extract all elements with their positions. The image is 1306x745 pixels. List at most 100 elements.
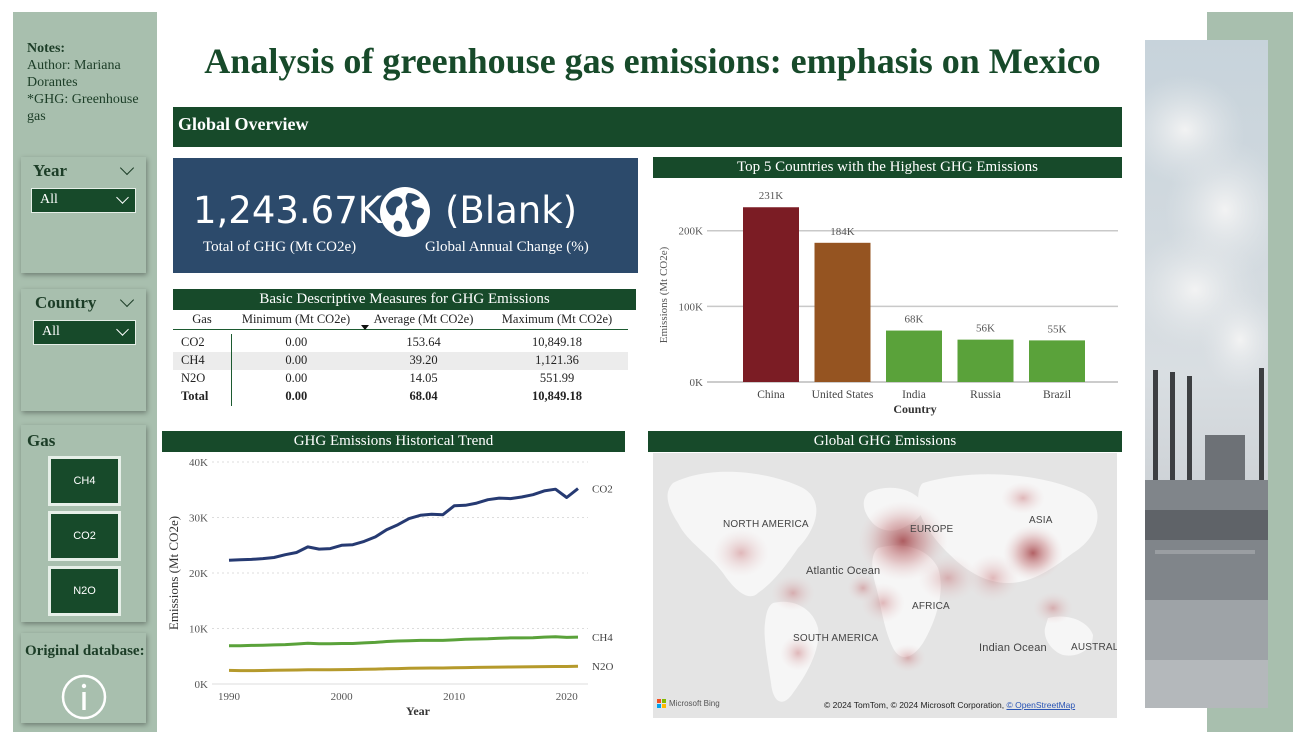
map-label-south-america: SOUTH AMERICA [793, 633, 879, 644]
kpi-change-value: (Blank) [445, 189, 578, 232]
bar-x-axis-label: Country [893, 402, 936, 416]
kpi-change-label: Global Annual Change (%) [425, 239, 589, 255]
col-maximum[interactable]: Maximum (Mt CO2e) [501, 312, 613, 326]
bar-y-tick-label: 200K [679, 226, 704, 238]
overview-header: Global Overview [173, 107, 1122, 147]
notes-ghg: *GHG: Greenhouse gas [27, 92, 139, 124]
country-dropdown[interactable]: All [33, 320, 136, 345]
bar-x-tick-label: Russia [970, 389, 1001, 401]
kpi-total-value: 1,243.67K [193, 189, 383, 232]
line-series-n2o[interactable] [228, 664, 579, 673]
line-chart-title: GHG Emissions Historical Trend [162, 431, 625, 452]
country-filter-label: Country [35, 293, 97, 312]
cell-min: 0.00 [285, 371, 308, 385]
cell-avg: 39.20 [409, 353, 438, 367]
line-y-tick-label: 10K [189, 624, 208, 636]
bar-x-tick-label: United States [812, 389, 874, 401]
database-label: Original database: [25, 643, 145, 659]
line-series-label: N2O [592, 661, 613, 673]
bar-x-tick-label: India [902, 389, 926, 401]
line-series-label: CO2 [592, 484, 613, 496]
global-emissions-map[interactable]: NORTH AMERICA EUROPE ASIA Atlantic Ocean… [653, 453, 1117, 718]
sort-desc-icon [361, 325, 369, 330]
notes: Notes: Author: Mariana Dorantes *GHG: Gr… [27, 40, 147, 125]
openstreetmap-link[interactable]: © OpenStreetMap [1006, 700, 1076, 710]
map-label-north-america: NORTH AMERICA [723, 519, 809, 530]
line-x-tick-label: 2020 [556, 691, 579, 703]
chevron-down-icon[interactable] [119, 160, 135, 176]
country-filter-card: Country All [21, 289, 146, 411]
line-series-ch4[interactable] [229, 635, 579, 648]
year-dropdown[interactable]: All [31, 188, 136, 213]
bar-india[interactable] [886, 330, 942, 382]
chevron-down-icon[interactable] [119, 292, 135, 308]
map-label-africa: AFRICA [912, 601, 950, 612]
line-y-tick-label: 0K [195, 679, 209, 691]
map-label-austral: AUSTRAL [1071, 642, 1117, 653]
cell-gas: N2O [173, 369, 232, 388]
line-y-tick-label: 20K [189, 568, 208, 580]
desc-table-title: Basic Descriptive Measures for GHG Emiss… [173, 289, 636, 310]
notes-title: Notes: [27, 41, 66, 56]
bar-value-label: 68K [905, 314, 924, 326]
year-filter-label: Year [33, 161, 67, 180]
cell-max: 10,849.18 [532, 335, 582, 349]
industrial-photo [1145, 40, 1268, 708]
line-y-tick-label: 30K [189, 513, 208, 525]
gas-filter-label: Gas [27, 431, 56, 450]
col-average[interactable]: Average (Mt CO2e) [361, 310, 486, 330]
map-label-atlantic: Atlantic Ocean [806, 565, 881, 577]
map-title: Global GHG Emissions [648, 431, 1122, 452]
line-x-axis-label: Year [406, 704, 431, 718]
bar-united-states[interactable] [814, 242, 871, 382]
chevron-down-icon [116, 191, 129, 204]
map-label-europe: EUROPE [910, 524, 954, 535]
info-icon[interactable] [60, 673, 108, 721]
cell-avg: 153.64 [406, 335, 441, 349]
bar-brazil[interactable] [1029, 340, 1085, 382]
col-gas[interactable]: Gas [192, 312, 212, 326]
year-filter-card: Year All [21, 157, 146, 273]
table-row: CO2 0.00 153.64 10,849.18 [173, 333, 628, 352]
cell-min: 0.00 [285, 353, 308, 367]
map-attribution: © 2024 TomTom, © 2024 Microsoft Corporat… [824, 700, 1075, 710]
chevron-down-icon [116, 323, 129, 336]
col-average-label: Average (Mt CO2e) [373, 312, 474, 326]
table-total-row: Total 0.00 68.04 10,849.18 [173, 387, 628, 406]
map-label-asia: ASIA [1029, 515, 1053, 526]
line-y-axis-label: Emissions (Mt CO2e) [166, 516, 181, 630]
bar-y-axis-label: Emissions (Mt CO2e) [658, 246, 670, 343]
page-title: Analysis of greenhouse gas emissions: em… [204, 41, 1101, 81]
kpi-total-label: Total of GHG (Mt CO2e) [203, 239, 357, 255]
col-minimum[interactable]: Minimum (Mt CO2e) [241, 312, 351, 326]
desc-table-container: Gas Minimum (Mt CO2e) Average (Mt CO2e) … [173, 310, 636, 414]
gas-button-n2o[interactable]: N2O [48, 566, 121, 616]
line-series-co2[interactable] [228, 487, 579, 562]
bar-value-label: 56K [976, 323, 995, 335]
cell-min: 0.00 [285, 335, 308, 349]
bar-chart: 0K 100K 200K 231K China 184K United States 68K I… [658, 190, 1118, 416]
bar-russia[interactable] [957, 339, 1014, 382]
year-dropdown-value: All [40, 192, 58, 207]
map-attribution-text: © 2024 TomTom, © 2024 Microsoft Corporat… [824, 700, 1005, 710]
line-series-label: CH4 [592, 632, 613, 644]
line-y-tick-label: 40K [189, 457, 208, 469]
bar-y-tick-label: 100K [679, 301, 704, 313]
microsoft-logo-icon [657, 699, 666, 708]
cell-avg: 68.04 [409, 389, 438, 403]
line-x-tick-label: 1990 [218, 691, 241, 703]
gas-button-co2[interactable]: CO2 [48, 511, 121, 561]
cell-avg: 14.05 [409, 371, 438, 385]
bar-y-tick-label: 0K [690, 377, 704, 389]
kpi-card: 1,243.67K Total of GHG (Mt CO2e) (Blank)… [173, 158, 638, 273]
globe-icon [380, 187, 430, 237]
country-dropdown-value: All [42, 324, 60, 339]
bar-x-tick-label: China [757, 389, 784, 401]
gas-button-ch4[interactable]: CH4 [48, 456, 121, 506]
map-label-indian-ocean: Indian Ocean [979, 642, 1047, 654]
bar-value-label: 184K [830, 226, 855, 238]
bar-china[interactable] [743, 207, 799, 382]
cell-min: 0.00 [285, 389, 308, 403]
notes-author: Author: Mariana Dorantes [27, 58, 121, 90]
line-x-tick-label: 2010 [443, 691, 466, 703]
